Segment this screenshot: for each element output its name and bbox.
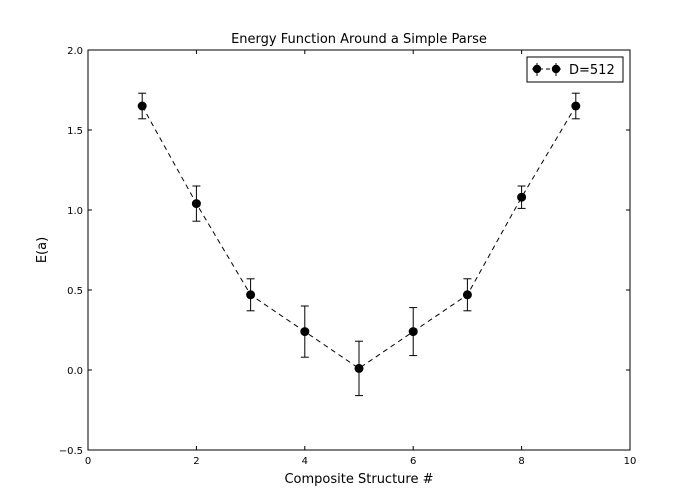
x-tick-label: 2 (193, 456, 199, 467)
axes-ticks: 0 2 4 6 8 10 −0.5 0.0 0.5 1.0 1.5 2.0 (59, 46, 637, 467)
data-point (571, 101, 581, 111)
x-tick-label: 4 (302, 456, 308, 467)
axes-frame (87, 49, 631, 451)
data-point (300, 327, 310, 337)
data-point (462, 290, 472, 300)
y-tick-label: 0.0 (67, 366, 83, 377)
chart-title: Energy Function Around a Simple Parse (231, 32, 487, 47)
data-point (246, 290, 256, 300)
y-tick-label: 0.5 (67, 286, 83, 297)
plot-area (137, 92, 581, 397)
x-tick-label: 8 (518, 456, 524, 467)
y-tick-label: 1.0 (67, 206, 83, 217)
legend-marker (551, 64, 561, 74)
data-point (354, 363, 364, 373)
y-axis-label: E(a) (35, 237, 50, 263)
y-tick-label: 2.0 (67, 46, 83, 57)
legend-marker (532, 64, 542, 74)
x-tick-label: 10 (624, 456, 637, 467)
data-point (137, 101, 147, 111)
series-line (141, 105, 577, 370)
x-axis-label: Composite Structure # (284, 472, 433, 487)
y-tick-label: 1.5 (67, 126, 83, 137)
data-point (408, 327, 418, 337)
y-tick-label: −0.5 (59, 446, 83, 457)
x-tick-label: 6 (410, 456, 416, 467)
x-tick-label: 0 (85, 456, 91, 467)
data-point (191, 199, 201, 209)
legend: D=512 (526, 56, 624, 83)
data-point (517, 192, 527, 202)
legend-label: D=512 (569, 63, 615, 78)
